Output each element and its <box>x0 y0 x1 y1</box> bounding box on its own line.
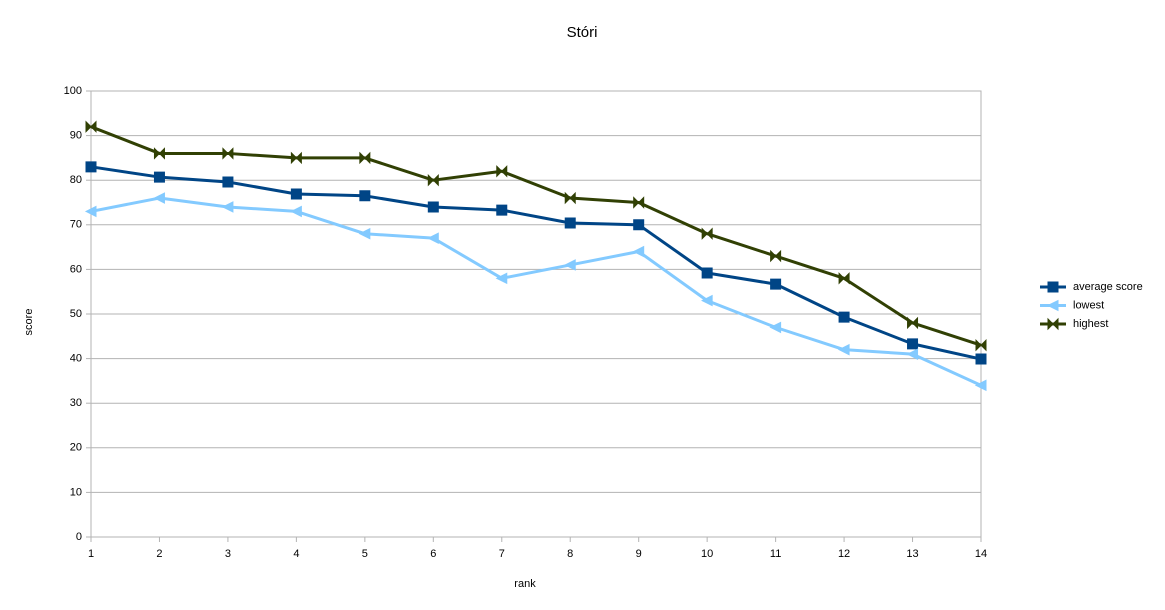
x-tick-label: 3 <box>225 548 231 560</box>
data-point <box>701 227 713 240</box>
x-tick-label: 11 <box>770 548 781 560</box>
data-point <box>906 348 919 360</box>
data-point <box>221 201 234 213</box>
series-line <box>90 196 982 387</box>
data-point <box>564 259 576 271</box>
chart-title: Stóri <box>567 24 598 41</box>
data-point <box>359 190 371 202</box>
y-tick-label: 90 <box>70 130 82 142</box>
y-tick-label: 40 <box>70 353 82 365</box>
legend-label: average score <box>1073 281 1143 293</box>
data-point <box>153 171 165 183</box>
data-point <box>769 321 782 334</box>
y-tick-label: 0 <box>76 531 82 543</box>
y-tick-label: 50 <box>70 308 82 320</box>
data-point <box>770 278 782 290</box>
data-point <box>838 311 850 323</box>
data-point <box>358 227 371 240</box>
x-tick-label: 7 <box>499 548 505 560</box>
x-tick-label: 1 <box>88 548 94 560</box>
data-point <box>633 219 645 231</box>
x-tick-label: 8 <box>567 548 573 560</box>
data-point <box>427 173 439 187</box>
data-point <box>290 188 302 200</box>
data-point <box>770 249 782 263</box>
data-point <box>974 379 987 392</box>
series-line <box>90 165 982 361</box>
data-point <box>907 316 919 330</box>
data-point <box>290 205 302 218</box>
legend-label: lowest <box>1073 299 1104 311</box>
data-point <box>222 147 234 160</box>
legend-marker <box>1046 299 1059 312</box>
plot-frame <box>90 90 982 538</box>
y-tick-label: 80 <box>70 174 82 186</box>
x-tick-label: 13 <box>906 548 918 560</box>
legend-label: highest <box>1073 318 1108 330</box>
legend-marker <box>1047 317 1059 331</box>
data-point <box>975 353 987 365</box>
data-point <box>837 343 850 356</box>
y-tick-label: 10 <box>70 486 82 498</box>
x-tick-label: 9 <box>636 548 642 560</box>
series-line <box>90 125 982 347</box>
data-point <box>84 205 97 218</box>
y-tick-label: 20 <box>70 442 82 454</box>
x-tick-label: 10 <box>701 548 713 560</box>
data-point <box>85 120 97 133</box>
data-point <box>907 338 919 350</box>
y-axis-label: score <box>23 309 35 336</box>
y-tick-label: 60 <box>70 263 82 275</box>
data-point <box>427 201 439 213</box>
data-point <box>222 176 234 188</box>
data-point <box>496 204 508 216</box>
data-point <box>838 272 850 285</box>
data-point <box>564 191 576 205</box>
data-point <box>496 165 508 178</box>
data-point <box>359 151 371 165</box>
y-tick-label: 70 <box>70 219 82 231</box>
y-tick-label: 30 <box>70 397 82 409</box>
x-tick-label: 12 <box>838 548 850 560</box>
x-tick-label: 5 <box>362 548 368 560</box>
x-tick-label: 14 <box>975 548 987 560</box>
x-tick-label: 2 <box>156 548 162 560</box>
data-point <box>632 245 645 258</box>
data-point <box>153 147 165 160</box>
data-point <box>153 192 165 204</box>
data-point <box>701 267 713 279</box>
data-point <box>495 272 508 285</box>
data-point <box>290 151 302 165</box>
legend-marker <box>1047 281 1059 293</box>
x-tick-label: 6 <box>430 548 436 560</box>
data-point <box>975 339 987 352</box>
data-point <box>427 232 439 244</box>
y-tick-label: 100 <box>64 85 82 97</box>
data-point <box>564 217 576 229</box>
x-tick-label: 4 <box>293 548 299 560</box>
x-axis-label: rank <box>514 578 536 590</box>
data-point <box>85 161 97 173</box>
data-point <box>701 294 713 307</box>
data-point <box>633 196 645 209</box>
